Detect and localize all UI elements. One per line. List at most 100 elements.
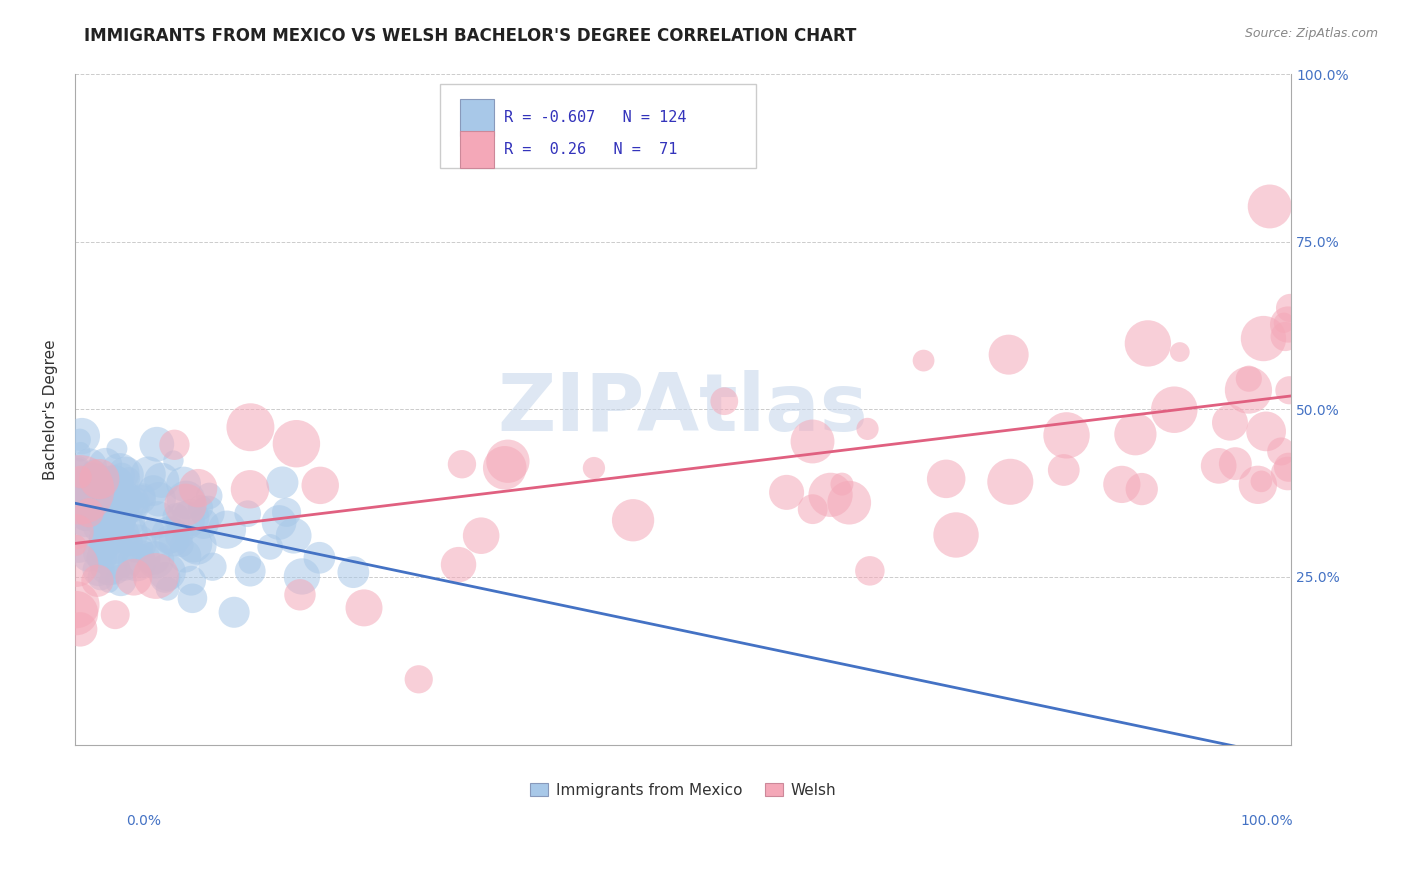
Point [111, 468, 134, 483]
Point [118, 526, 141, 541]
Text: 100.0%: 100.0% [1241, 814, 1294, 828]
Point [108, 466, 131, 480]
Point [65, 598, 87, 612]
Point [187, 481, 209, 495]
Point [69, 486, 91, 500]
Point [83, 465, 105, 479]
Point [77, 506, 100, 520]
Point [1272, 316, 1295, 330]
Point [224, 605, 246, 619]
Point [77, 500, 100, 515]
Text: IMMIGRANTS FROM MEXICO VS WELSH BACHELOR'S DEGREE CORRELATION CHART: IMMIGRANTS FROM MEXICO VS WELSH BACHELOR… [84, 27, 856, 45]
Point [215, 523, 238, 537]
Point [122, 570, 145, 584]
Point [1208, 458, 1230, 473]
Point [308, 550, 330, 565]
Point [121, 498, 143, 512]
Point [621, 513, 644, 527]
Point [111, 492, 134, 507]
Point [470, 529, 492, 543]
Point [120, 497, 142, 511]
Point [1000, 475, 1022, 489]
Point [86, 574, 108, 588]
Point [89, 472, 111, 486]
Bar [460, 99, 495, 136]
Point [1278, 384, 1301, 398]
Point [856, 422, 879, 436]
Point [775, 485, 797, 500]
Point [408, 673, 430, 687]
Point [104, 607, 127, 622]
Point [118, 471, 141, 485]
Text: R =  0.26   N =  71: R = 0.26 N = 71 [505, 142, 678, 157]
Point [80, 496, 103, 510]
Point [65, 479, 87, 493]
Point [283, 529, 305, 543]
Point [65, 481, 87, 495]
Point [859, 564, 882, 578]
Text: R = -0.607   N = 124: R = -0.607 N = 124 [505, 110, 686, 125]
Point [131, 492, 153, 507]
Point [112, 492, 135, 507]
Point [96, 533, 118, 548]
Point [180, 510, 202, 524]
Point [108, 527, 131, 541]
Point [73, 477, 96, 491]
Point [145, 569, 167, 583]
Point [181, 591, 204, 606]
Point [118, 535, 141, 549]
Point [1277, 318, 1299, 332]
Point [87, 563, 110, 577]
Point [236, 507, 259, 521]
Point [309, 478, 332, 492]
Point [820, 488, 842, 502]
Point [582, 461, 605, 475]
Point [162, 534, 184, 549]
Point [75, 498, 97, 512]
Point [197, 506, 219, 520]
Point [107, 515, 129, 529]
Point [75, 512, 97, 526]
Point [1277, 467, 1299, 481]
Point [239, 564, 262, 578]
Point [174, 498, 197, 512]
Point [112, 556, 135, 570]
Point [131, 552, 153, 566]
Point [288, 588, 311, 602]
Point [114, 467, 136, 482]
Point [121, 516, 143, 530]
Point [90, 570, 112, 584]
Point [110, 574, 132, 588]
Point [1136, 336, 1159, 351]
Point [342, 565, 364, 579]
Point [83, 493, 105, 508]
Point [69, 483, 91, 497]
Point [65, 538, 87, 552]
Point [156, 565, 179, 579]
Point [77, 549, 100, 564]
Point [186, 538, 208, 552]
Point [174, 514, 197, 528]
Point [146, 513, 169, 527]
Point [65, 524, 87, 539]
Point [1130, 482, 1153, 496]
Point [997, 348, 1019, 362]
Point [93, 498, 115, 512]
Point [1247, 478, 1270, 492]
Point [1225, 457, 1247, 471]
Point [96, 473, 118, 487]
Point [239, 483, 262, 497]
Point [183, 537, 205, 551]
Point [108, 505, 131, 519]
Point [1253, 332, 1275, 346]
Point [114, 500, 136, 514]
Text: Source: ZipAtlas.com: Source: ZipAtlas.com [1244, 27, 1378, 40]
Point [65, 558, 87, 572]
Point [713, 394, 735, 409]
Point [69, 470, 91, 484]
Point [150, 474, 173, 488]
Point [73, 507, 96, 521]
Point [1270, 444, 1292, 458]
Point [451, 457, 474, 471]
Point [69, 623, 91, 637]
